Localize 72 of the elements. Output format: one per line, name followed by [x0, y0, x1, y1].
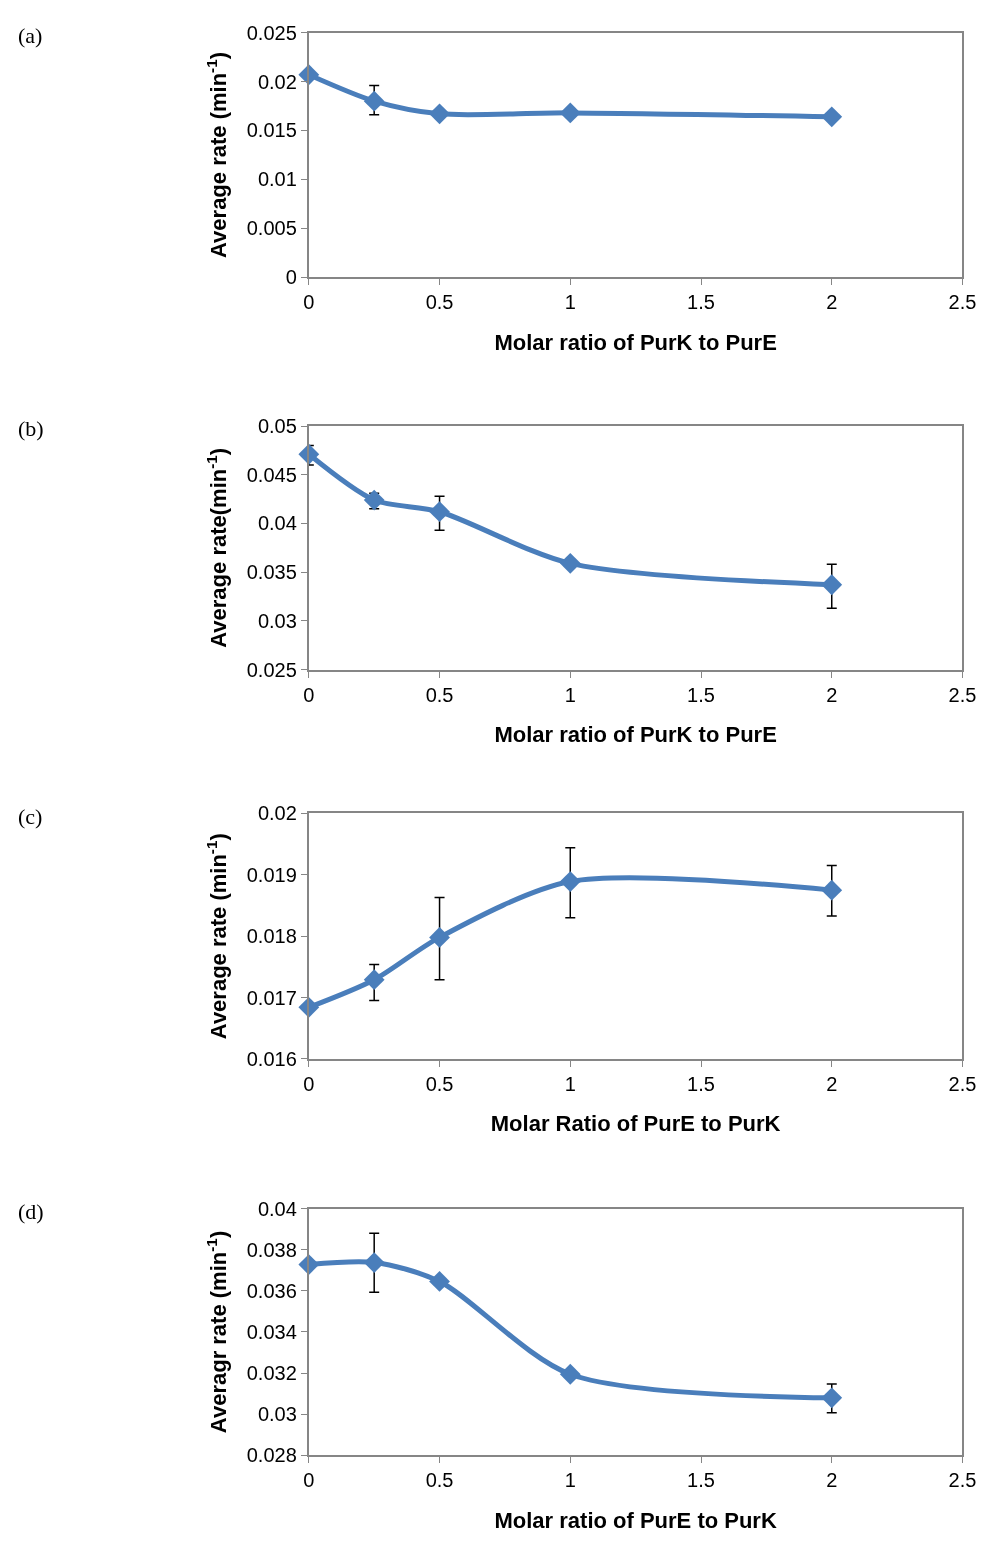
point [363, 1252, 385, 1273]
x-tick-label: 1.5 [687, 291, 715, 314]
point [821, 574, 843, 596]
x-axis-title: Molar ratio of PurK to PurE [494, 721, 777, 747]
x-tick-label: 0 [303, 1072, 315, 1095]
x-tick-label: 1 [564, 683, 576, 706]
y-tick-label: 0.02 [257, 802, 297, 825]
x-tick-label: 1 [564, 1072, 576, 1095]
point [821, 879, 843, 901]
y-tick-label: 0.018 [246, 925, 297, 948]
x-axis-title: Molar ratio of PurK to PurE [494, 329, 777, 355]
x-tick-label: 0 [303, 291, 315, 314]
y-tick-label: 0.005 [246, 217, 297, 240]
text: (b) [18, 416, 44, 441]
x-tick-label: 1.5 [687, 683, 715, 706]
x-tick-label: 1 [564, 291, 576, 314]
y-tick-label: 0.016 [246, 1047, 297, 1070]
point [363, 90, 385, 112]
x-tick-label: 0.5 [425, 1072, 454, 1095]
y-tick-label: 0.03 [257, 609, 297, 632]
y-tick-label: 0 [285, 266, 297, 289]
y-tick-label: 0.035 [246, 561, 297, 584]
point [429, 501, 450, 523]
x-tick-label: 2 [826, 291, 838, 314]
y-tick-label: 0.025 [246, 21, 297, 44]
x-tick-label: 0 [303, 1469, 315, 1492]
point [559, 102, 581, 124]
text: (c) [18, 804, 43, 829]
x-tick-label: 1.5 [687, 1072, 715, 1095]
y-tick-label: 0.045 [246, 463, 297, 486]
x-tick-label: 0.5 [425, 1469, 454, 1492]
x-tick-label: 2 [826, 1072, 838, 1095]
x-tick-label: 2.5 [948, 683, 977, 706]
y-tick-label: 0.028 [246, 1444, 297, 1467]
x-tick-label: 2.5 [948, 1072, 977, 1095]
x-tick-label: 2.5 [948, 1469, 977, 1492]
point [559, 871, 581, 892]
x-tick-label: 2 [826, 683, 838, 706]
text: (a) [18, 23, 43, 48]
point [821, 106, 843, 128]
y-tick-label: 0.025 [246, 658, 297, 681]
y-tick-label: 0.019 [246, 863, 297, 886]
x-tick-label: 0.5 [425, 683, 454, 706]
y-tick-label: 0.03 [257, 1403, 297, 1426]
y-tick-label: 0.04 [257, 1197, 297, 1220]
y-tick-label: 0.015 [246, 119, 297, 142]
point [363, 969, 385, 991]
y-tick-label: 0.036 [246, 1279, 297, 1302]
text: (d) [18, 1199, 44, 1224]
x-tick-label: 2 [826, 1469, 838, 1492]
y-tick-label: 0.017 [246, 986, 297, 1009]
y-tick-label: 0.05 [257, 415, 297, 438]
x-tick-label: 2.5 [948, 291, 977, 314]
x-tick-label: 0 [303, 683, 315, 706]
y-tick-label: 0.034 [246, 1320, 297, 1343]
point [559, 552, 581, 574]
point [363, 489, 385, 511]
point [429, 1271, 450, 1292]
x-axis-title: Molar ratio of PurE to PurK [494, 1507, 777, 1533]
point [429, 103, 450, 125]
point [429, 926, 450, 948]
y-tick-label: 0.02 [257, 70, 297, 93]
x-tick-label: 1.5 [687, 1469, 715, 1492]
point [821, 1387, 843, 1409]
x-axis-title: Molar Ratio of PurE to PurK [490, 1111, 781, 1137]
y-tick-label: 0.01 [257, 168, 297, 191]
x-tick-label: 1 [564, 1469, 576, 1492]
y-tick-label: 0.038 [246, 1238, 297, 1261]
y-tick-label: 0.04 [257, 512, 297, 535]
y-tick-label: 0.032 [246, 1362, 297, 1385]
x-tick-label: 0.5 [425, 291, 454, 314]
point [559, 1363, 581, 1385]
